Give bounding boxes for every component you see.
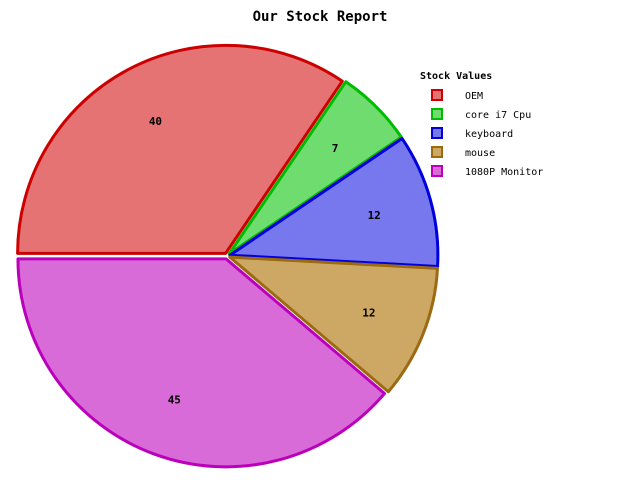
slice-value-label-1080p-monitor: 45 [168,393,181,406]
pie-slice-1080p-monitor [16,257,386,469]
legend-swatch-mouse [431,146,443,158]
pie-slice-oem [16,43,344,255]
legend-swatch-core-i7-cpu [431,108,443,120]
legend-title: Stock Values [420,71,492,82]
legend-label-keyboard: keyboard [465,129,513,140]
slice-value-label-keyboard: 12 [368,209,381,222]
slice-value-label-mouse: 12 [362,307,375,320]
slice-labels: 40 7 12 12 45 [149,115,381,406]
pie-slice-core-i7-cpu [227,80,403,256]
pie-slice-mouse [228,255,439,394]
slice-value-label-core-i7-cpu: 7 [332,142,339,155]
legend-label-oem: OEM [465,91,483,102]
legend: Stock Values OEM core i7 Cpu keyboard mouse… [420,71,543,178]
slice-value-label-oem: 40 [149,115,162,128]
legend-label-mouse: mouse [465,148,495,159]
legend-swatch-oem [431,89,443,101]
legend-label-1080p-monitor: 1080P Monitor [465,167,543,178]
chart-title: Our Stock Report [253,9,388,25]
legend-label-core-i7-cpu: core i7 Cpu [465,110,531,121]
pie-slice-keyboard [228,136,440,268]
legend-swatch-keyboard [431,127,443,139]
legend-swatch-1080p-monitor [431,165,443,177]
pie-slices [16,43,440,469]
